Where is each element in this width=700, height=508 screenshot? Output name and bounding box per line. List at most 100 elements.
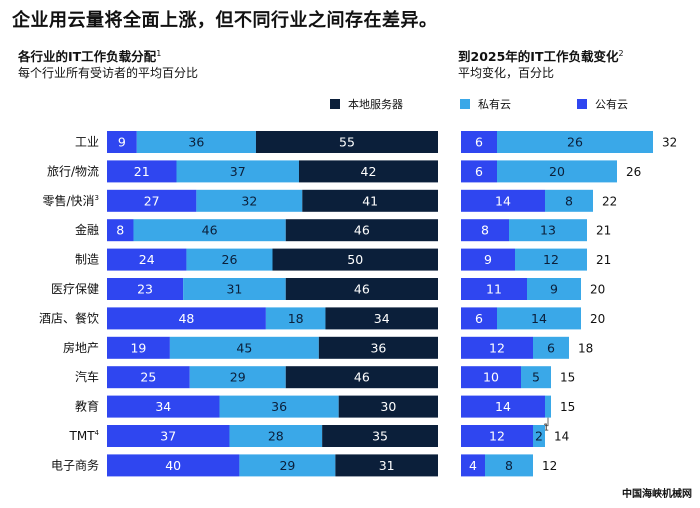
bar-segment [239,454,336,477]
total-label: 21 [596,253,611,267]
change-data-label: 26 [567,135,583,150]
left-panel-subtitle: 每个行业所有受访者的平均百分比 [18,66,199,80]
change-bar-segment [497,131,653,153]
total-label: 22 [602,194,617,208]
change-bar-segment [521,366,551,389]
change-data-label: 14 [495,193,511,208]
change-data-label: 5 [532,370,540,385]
change-bar-segment [461,366,521,389]
right-panel-title-sup: 2 [618,48,624,58]
total-label: 12 [542,459,557,473]
bar-segment [169,336,319,359]
change-bar-segment [485,454,533,477]
right-panel-subtitle: 平均变化，百分比 [458,66,555,80]
data-label: 48 [178,311,194,326]
bar-segment [107,366,190,389]
data-label: 34 [374,311,390,326]
bar-segment [107,160,177,183]
total-label: 21 [596,224,611,238]
total-label: 15 [560,371,575,385]
category-label: 医疗保健 [51,282,99,296]
change-bar-segment [461,454,485,477]
change-bar-segment [533,425,545,447]
change-data-label: 6 [475,135,483,150]
data-label: 28 [268,429,284,444]
category-label: 酒店、餐饮 [39,310,99,325]
bar-segment [325,307,438,330]
bar-segment [183,278,286,300]
total-label: 20 [590,283,605,297]
legend-label-public-cloud: 公有云 [595,98,628,111]
change-data-label: 6 [547,340,555,355]
data-label: 46 [354,282,370,297]
category-label: 工业 [75,135,99,149]
bar-segment [107,248,187,271]
data-label: 19 [130,340,146,355]
data-label: 41 [362,193,378,208]
data-label: 26 [222,252,238,267]
change-data-label: 8 [565,193,573,208]
data-label: 8 [116,223,124,238]
change-data-label: 12 [543,252,559,267]
change-data-label: 8 [505,458,513,473]
category-label: 教育 [75,399,99,414]
change-data-label: 1 [543,423,549,434]
data-label: 36 [370,340,386,355]
legend-swatch-private-cloud [460,99,470,109]
legend-item-public-cloud: 公有云 [577,96,628,112]
category-label: 房地产 [63,340,99,355]
change-data-label: 10 [483,370,499,385]
headline: 企业用云量将全面上涨，但不同行业之间存在差异。 [12,10,438,31]
data-label: 40 [165,458,181,473]
change-data-label: 14 [531,311,547,326]
callout-line [544,417,549,427]
change-bar-segment [461,395,545,418]
data-label: 23 [137,282,153,297]
change-bar-segment [461,189,545,212]
change-bar-segment [461,307,497,330]
data-label: 50 [347,252,363,267]
data-label: 45 [236,340,252,355]
legend-item-on-premise: 本地服务器 [330,96,403,112]
change-bar-segment [545,189,593,212]
change-data-label: 8 [481,223,489,238]
category-label: TMT4 [69,429,100,443]
change-data-label: 2 [535,429,543,444]
total-label: 32 [662,136,677,150]
bar-segment [322,425,438,447]
change-bar-segment [515,248,587,271]
change-data-label: 6 [475,164,483,179]
left-panel-title: 各行业的IT工作负载分配1 [18,46,161,65]
data-label: 37 [230,164,246,179]
change-data-label: 9 [550,282,558,297]
bar-segment [285,278,438,300]
bar-segment [107,307,266,330]
left-panel-title-sup: 1 [156,48,162,58]
legend-swatch-public-cloud [577,99,587,109]
category-label: 旅行/物流 [47,164,99,178]
bar-segment [229,425,323,447]
bar-segment [265,307,326,330]
data-label: 25 [140,370,156,385]
data-label: 36 [188,135,204,150]
change-data-label: 12 [489,429,505,444]
change-bar-segment [497,307,581,330]
change-data-label: 12 [489,340,505,355]
bar-segment [255,131,438,153]
change-bar-segment [461,336,533,359]
bar-segment [338,395,438,418]
bar-segment [107,336,170,359]
source-watermark: 中国海峡机械网 [622,489,692,500]
bar-segment [196,189,303,212]
change-bar-segment [461,219,509,242]
category-label: 零售/快消3 [42,193,99,208]
data-label: 24 [139,252,155,267]
data-label: 18 [288,311,304,326]
change-bar-segment [545,395,551,418]
legend-label-private-cloud: 私有云 [478,98,511,111]
data-label: 35 [372,429,388,444]
total-label: 18 [578,341,593,355]
bar-segment [107,395,220,418]
total-label: 14 [554,430,569,444]
change-data-label: 13 [540,223,556,238]
